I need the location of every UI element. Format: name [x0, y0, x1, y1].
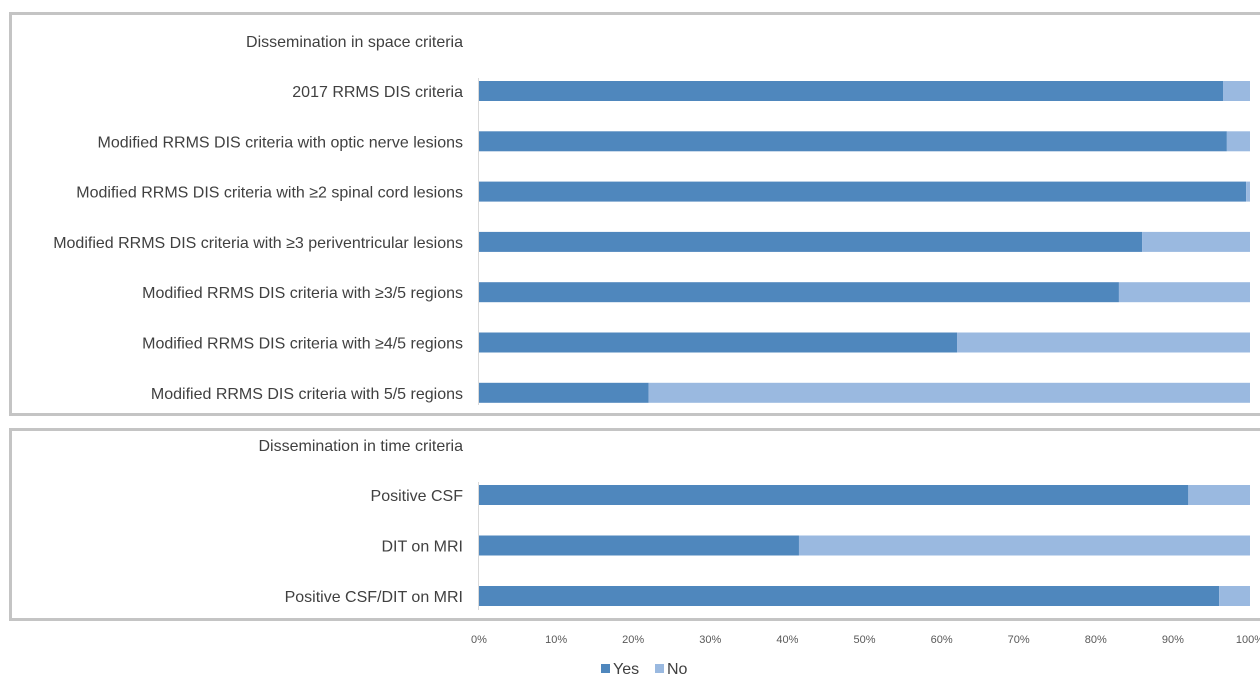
bar-no [957, 332, 1250, 353]
category-label: 2017 RRMS DIS criteria [292, 84, 463, 101]
panel-time-frame [9, 428, 1260, 621]
bar-no [1246, 181, 1250, 202]
x-tick-label: 100% [1236, 634, 1260, 646]
bar-yes [479, 485, 1189, 505]
bar-no [1219, 586, 1250, 606]
bar-no [1118, 282, 1250, 303]
bar-yes [479, 231, 1143, 252]
category-label: Modified RRMS DIS criteria with ≥3/5 reg… [142, 285, 463, 302]
x-tick-label: 20% [622, 634, 644, 646]
bar-no [1142, 231, 1250, 252]
legend-swatch-no [655, 664, 664, 673]
x-tick-label: 0% [471, 634, 487, 646]
bar-yes [479, 382, 649, 403]
legend-label-yes: Yes [613, 661, 639, 677]
x-tick-label: 10% [545, 634, 567, 646]
category-label: Positive CSF [371, 488, 464, 505]
x-tick-label: 30% [699, 634, 721, 646]
category-label: Modified RRMS DIS criteria with ≥4/5 reg… [142, 336, 463, 353]
bar-yes [479, 332, 958, 353]
category-label: Modified RRMS DIS criteria with optic ne… [98, 134, 463, 151]
panel-space-frame [9, 12, 1260, 416]
category-label: Modified RRMS DIS criteria with ≥2 spina… [76, 185, 463, 202]
bar-yes [479, 586, 1220, 606]
bar-no [1223, 81, 1250, 101]
legend-label-no: No [667, 661, 688, 677]
bar-no [648, 382, 1250, 403]
x-tick-label: 60% [931, 634, 953, 646]
x-tick-label: 90% [1162, 634, 1184, 646]
x-tick-label: 70% [1008, 634, 1030, 646]
bar-no [798, 535, 1250, 556]
x-tick-label: 50% [853, 634, 875, 646]
bar-yes [479, 535, 799, 556]
x-tick-label: 40% [776, 634, 798, 646]
category-label: Modified RRMS DIS criteria with 5/5 regi… [151, 386, 463, 403]
bar-yes [479, 81, 1224, 101]
bar-no [1188, 485, 1250, 505]
bar-no [1226, 131, 1250, 152]
category-label: Positive CSF/DIT on MRI [285, 589, 463, 606]
bar-yes [479, 181, 1247, 202]
category-label: Modified RRMS DIS criteria with ≥3 periv… [53, 235, 463, 252]
panel-title-time: Dissemination in time criteria [258, 438, 463, 455]
bar-yes [479, 131, 1227, 152]
x-tick-label: 80% [1085, 634, 1107, 646]
panel-title-space: Dissemination in space criteria [246, 34, 463, 51]
bar-yes [479, 282, 1119, 303]
legend-swatch-yes [601, 664, 610, 673]
category-label: DIT on MRI [382, 539, 464, 556]
